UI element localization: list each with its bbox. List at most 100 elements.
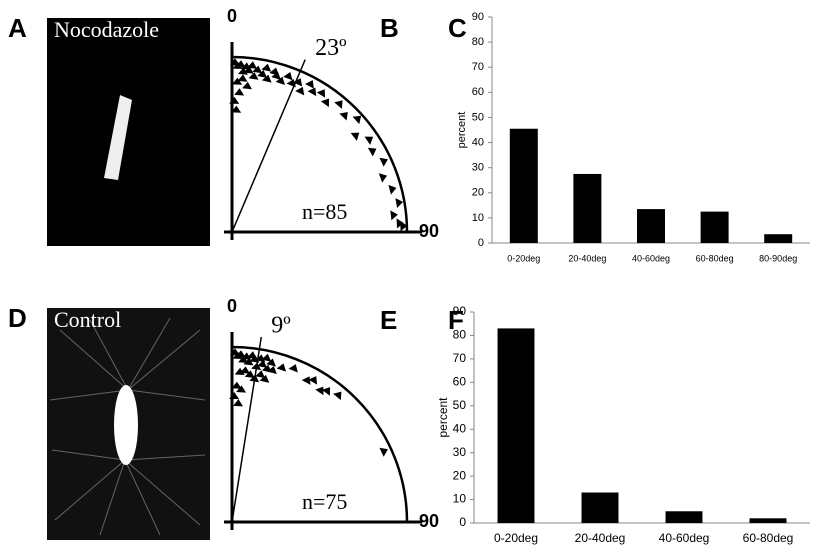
panel-letter: A bbox=[8, 13, 27, 43]
chromosomes bbox=[114, 385, 138, 465]
arrowhead bbox=[244, 370, 255, 378]
arrowhead bbox=[364, 136, 374, 145]
mean-line bbox=[231, 336, 263, 523]
x-tick-label: 0-20deg bbox=[494, 531, 538, 545]
arrowhead bbox=[255, 370, 266, 379]
bar bbox=[581, 492, 619, 523]
arrowhead bbox=[275, 76, 286, 85]
arrowhead bbox=[295, 86, 305, 96]
panel-letter: C bbox=[448, 13, 467, 43]
y-tick-label: 30 bbox=[453, 445, 467, 459]
angle-tick-label: 0 bbox=[227, 6, 237, 26]
angle-tick-label: 90 bbox=[419, 511, 439, 531]
arrowhead bbox=[235, 350, 246, 358]
arrowhead bbox=[379, 157, 388, 167]
arrowhead bbox=[333, 391, 342, 401]
y-tick-label: 20 bbox=[453, 468, 467, 482]
arrowhead bbox=[388, 184, 397, 195]
bar bbox=[764, 234, 793, 243]
y-tick-label: 40 bbox=[472, 136, 484, 148]
arrowhead bbox=[237, 74, 248, 82]
arrowhead bbox=[316, 89, 326, 98]
bar bbox=[509, 128, 538, 243]
x-tick-label: 0-20deg bbox=[507, 253, 540, 263]
arrowhead bbox=[233, 399, 244, 407]
arrowhead bbox=[378, 173, 388, 183]
arrowhead bbox=[315, 386, 324, 396]
image-label: Nocodazole bbox=[54, 17, 159, 42]
arrowhead bbox=[308, 376, 318, 385]
arrowhead bbox=[238, 67, 249, 75]
arrowhead bbox=[261, 74, 272, 83]
arrowhead bbox=[234, 367, 245, 375]
arrowhead bbox=[236, 385, 247, 393]
arrowhead bbox=[390, 210, 398, 221]
arc bbox=[231, 55, 409, 233]
panel-letter: E bbox=[380, 305, 397, 335]
arrowhead bbox=[261, 63, 272, 72]
y-tick-label: 10 bbox=[472, 212, 484, 224]
arrowhead bbox=[243, 66, 254, 74]
arrowhead bbox=[396, 218, 404, 229]
arrowhead bbox=[261, 353, 272, 362]
asters bbox=[49, 317, 206, 536]
spindle bbox=[104, 95, 132, 180]
arrowhead bbox=[301, 376, 311, 385]
x-tick-label: 80-90deg bbox=[759, 253, 797, 263]
bar bbox=[573, 173, 602, 243]
arrowhead bbox=[271, 71, 281, 80]
arrowhead bbox=[283, 72, 293, 81]
arrowhead bbox=[243, 357, 254, 366]
y-tick-label: 90 bbox=[472, 11, 484, 23]
arrowhead bbox=[248, 72, 259, 80]
bar bbox=[665, 511, 703, 523]
panel-letter: D bbox=[8, 303, 27, 333]
mean-line bbox=[231, 59, 306, 233]
x-tick-label: 20-40deg bbox=[568, 253, 606, 263]
arrowhead bbox=[241, 352, 252, 360]
y-tick-label: 70 bbox=[453, 351, 467, 365]
arrowhead bbox=[231, 105, 242, 113]
y-tick-label: 80 bbox=[453, 328, 467, 342]
arrowhead bbox=[229, 96, 240, 104]
image-label: Control bbox=[54, 307, 121, 332]
x-tick-label: 60-80deg bbox=[696, 253, 734, 263]
y-tick-label: 40 bbox=[453, 421, 467, 435]
arrowhead bbox=[352, 115, 362, 125]
arrowhead bbox=[232, 77, 243, 85]
x-tick-label: 60-80deg bbox=[743, 531, 794, 545]
arrowhead bbox=[367, 147, 377, 157]
annotation: n=75 bbox=[302, 489, 347, 514]
arrowhead bbox=[305, 80, 314, 89]
arrowhead bbox=[293, 78, 303, 87]
y-tick-label: 50 bbox=[472, 111, 484, 123]
x-tick-label: 40-60deg bbox=[659, 531, 710, 545]
bar bbox=[497, 328, 535, 523]
y-axis-label: percent bbox=[456, 112, 468, 149]
y-tick-label: 50 bbox=[453, 398, 467, 412]
panel-letter: F bbox=[448, 305, 464, 335]
arrowhead bbox=[334, 100, 343, 109]
x-tick-label: 40-60deg bbox=[632, 253, 670, 263]
bar bbox=[749, 518, 787, 523]
y-tick-label: 30 bbox=[472, 162, 484, 174]
arrowhead bbox=[400, 221, 408, 232]
annotation: n=85 bbox=[302, 199, 347, 224]
arrowhead bbox=[339, 112, 348, 121]
arrowhead bbox=[229, 392, 240, 400]
bar bbox=[700, 211, 729, 243]
y-tick-label: 80 bbox=[472, 36, 484, 48]
y-axis-label: percent bbox=[436, 397, 450, 438]
angle-tick-label: 90 bbox=[419, 221, 439, 241]
arrowhead bbox=[379, 447, 388, 457]
mean-label: 23º bbox=[315, 35, 347, 61]
arrowhead bbox=[276, 363, 287, 372]
y-tick-label: 10 bbox=[453, 492, 467, 506]
arrowhead bbox=[234, 88, 245, 96]
arrowhead bbox=[238, 355, 249, 363]
y-tick-label: 70 bbox=[472, 61, 484, 73]
arrowhead bbox=[259, 374, 270, 383]
micrograph-a bbox=[47, 18, 210, 246]
arrowhead bbox=[266, 358, 276, 367]
